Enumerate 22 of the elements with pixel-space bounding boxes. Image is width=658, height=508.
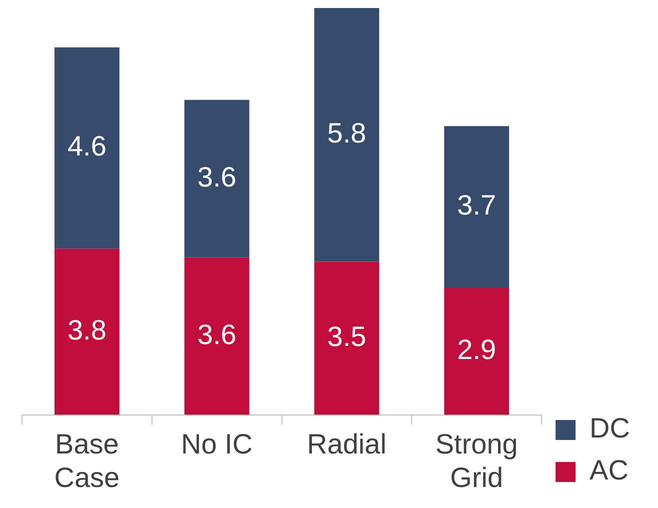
data-label: 2.9 <box>457 334 496 366</box>
data-label: 5.8 <box>327 118 366 149</box>
data-label: 4.6 <box>67 130 106 162</box>
bar <box>54 47 120 249</box>
bar <box>444 126 510 288</box>
data-label: 3.5 <box>327 320 366 352</box>
data-label: 3.6 <box>197 318 236 350</box>
data-label: 3.8 <box>67 314 106 346</box>
bar <box>184 100 250 258</box>
legend-label: DC <box>590 412 630 444</box>
bar <box>54 248 120 415</box>
data-label: 3.6 <box>197 161 236 192</box>
x-tick-label: Strong Grid <box>435 428 518 493</box>
bar <box>314 8 380 262</box>
data-label: 3.7 <box>457 190 496 221</box>
x-tick-label: No IC <box>181 428 253 460</box>
x-tick-label: Base Case <box>54 428 120 493</box>
legend-label: AC <box>590 454 628 486</box>
bar <box>314 262 380 415</box>
bar <box>444 288 510 415</box>
bar <box>184 257 250 415</box>
x-tick-label: Radial <box>307 428 386 460</box>
